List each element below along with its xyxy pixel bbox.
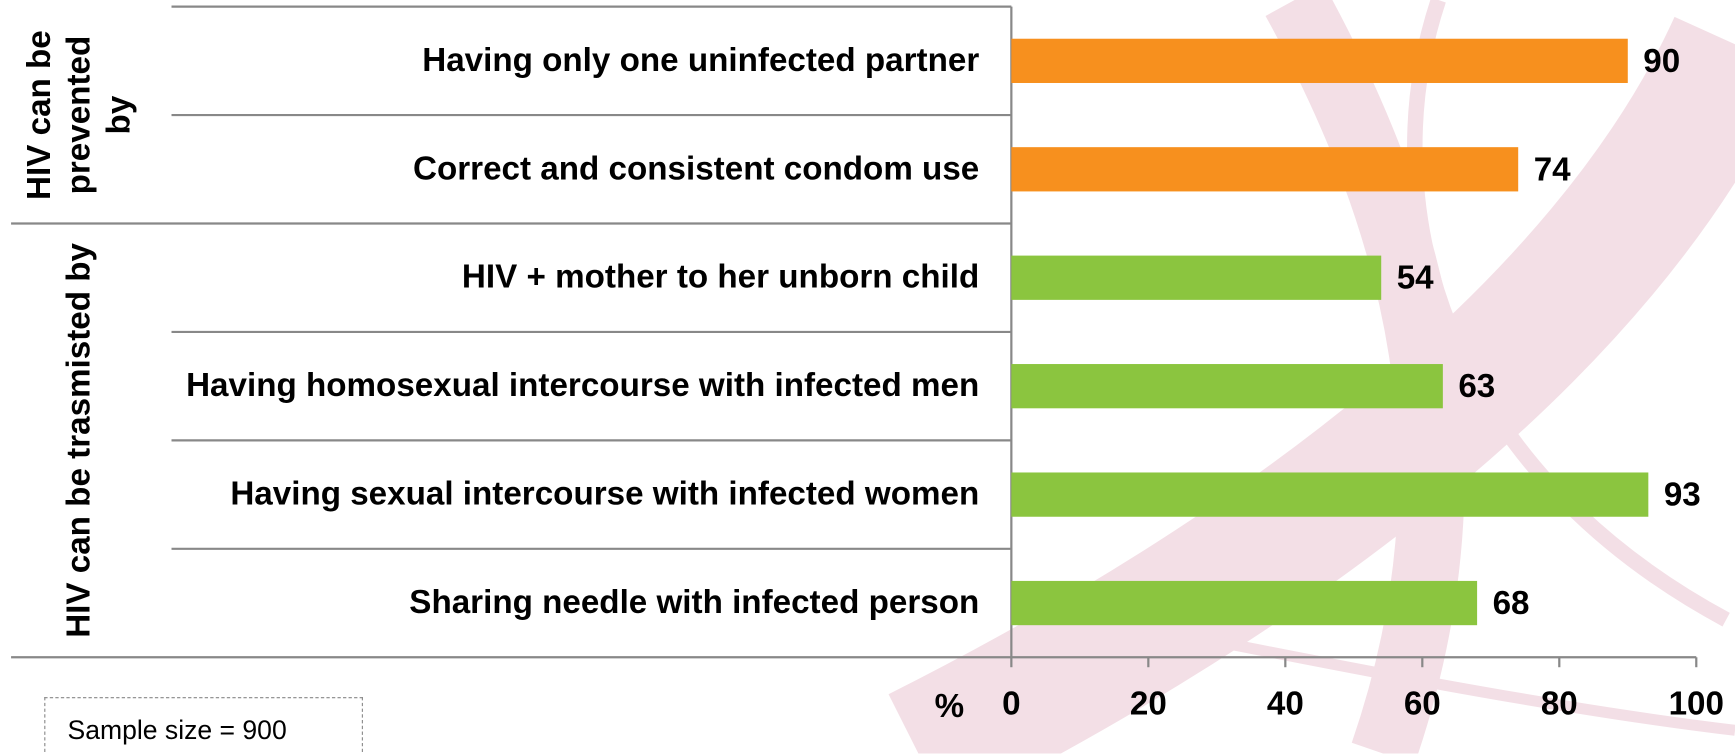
x-tick-label: 0 xyxy=(1002,686,1020,723)
category-label: Correct and consistent condom use xyxy=(172,125,980,214)
category-label-text: Having homosexual intercourse with infec… xyxy=(186,367,980,404)
value-label: 68 xyxy=(1493,585,1530,622)
category-label: Having only one uninfected partner xyxy=(172,17,980,106)
group-label-text: HIV can be trasmisted by xyxy=(60,242,98,638)
bar xyxy=(1011,38,1628,83)
bar xyxy=(1011,364,1443,409)
value-label: 74 xyxy=(1534,151,1571,188)
category-label-text: Having only one uninfected partner xyxy=(422,42,980,79)
value-label: 90 xyxy=(1643,43,1680,80)
x-axis-label: % xyxy=(935,688,965,725)
bar xyxy=(1011,147,1519,192)
category-label: HIV + mother to her unborn child xyxy=(172,233,980,322)
category-label-text: HIV + mother to her unborn child xyxy=(461,258,980,296)
x-tick-label: 100 xyxy=(1669,686,1724,723)
group-label: HIV can be trasmisted by xyxy=(13,229,146,652)
value-label: 54 xyxy=(1397,260,1434,297)
bar xyxy=(1011,255,1382,300)
x-tick-label: 20 xyxy=(1130,686,1167,723)
category-label: Having sexual intercourse with infected … xyxy=(172,450,980,539)
value-label: 93 xyxy=(1664,477,1701,514)
x-tick-label: 80 xyxy=(1541,686,1578,723)
category-label-text: Having sexual intercourse with infected … xyxy=(230,475,980,513)
category-label-text: Sharing needle with infected person xyxy=(409,584,980,621)
group-label-text: HIV can be prevented by xyxy=(21,30,138,200)
value-label: 63 xyxy=(1458,368,1495,405)
bar xyxy=(1011,580,1478,626)
background-ribbon xyxy=(888,0,1735,754)
x-tick-label: 40 xyxy=(1267,686,1304,723)
category-label-text: Correct and consistent condom use xyxy=(412,150,980,188)
x-tick-label: 60 xyxy=(1404,686,1441,723)
bar xyxy=(1011,472,1649,517)
category-label: Sharing needle with infected person xyxy=(172,559,980,648)
category-label: Having homosexual intercourse with infec… xyxy=(172,342,980,431)
sample-size-note: Sample size = 900 xyxy=(44,697,363,754)
group-label: HIV can be prevented by xyxy=(13,12,146,218)
